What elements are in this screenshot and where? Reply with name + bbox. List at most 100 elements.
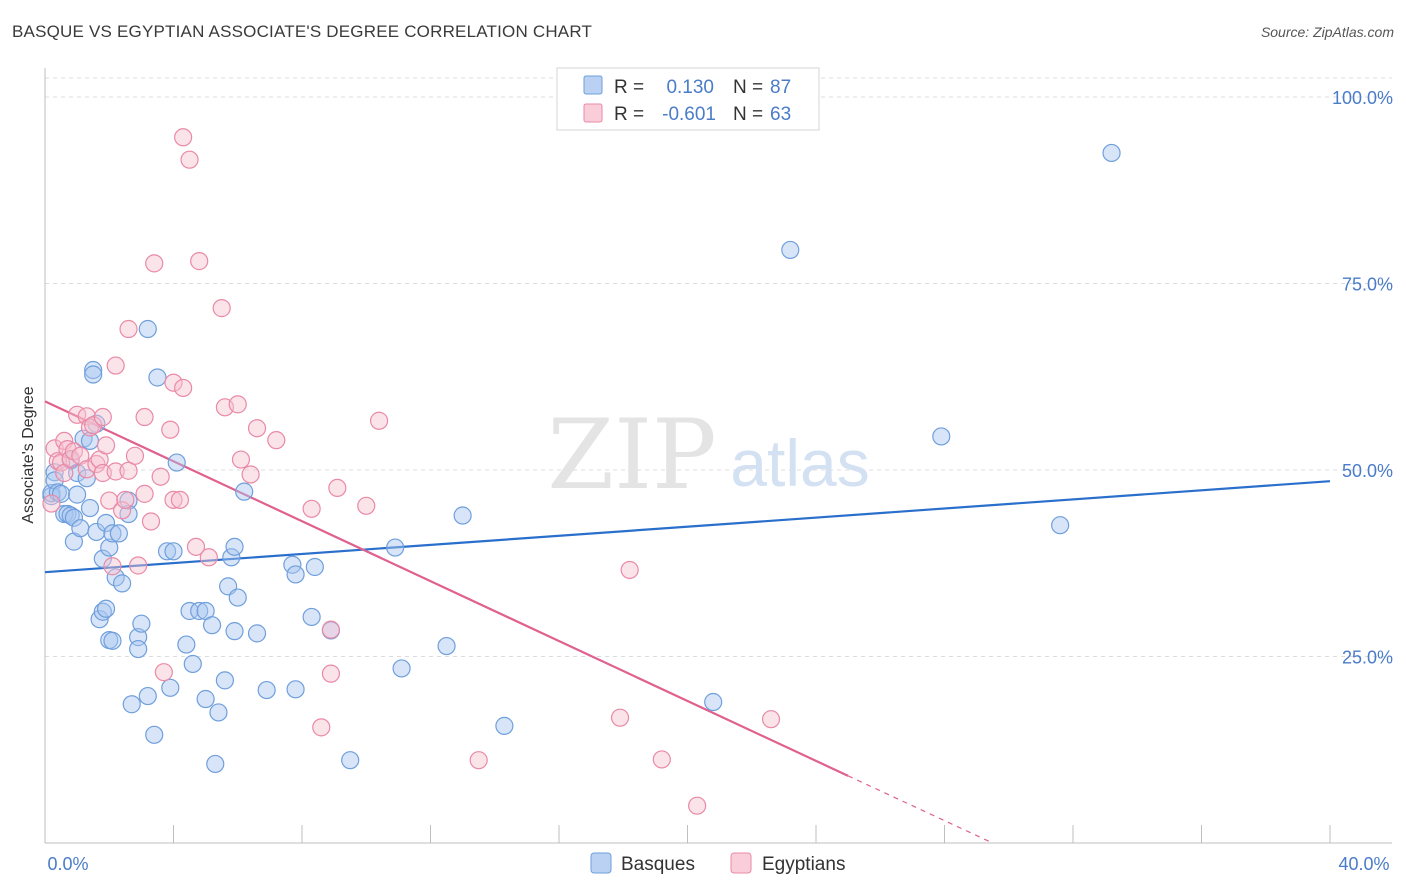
egyptian-point[interactable] — [302, 499, 321, 518]
basque-point[interactable] — [781, 240, 800, 260]
egyptian-point[interactable] — [312, 718, 331, 737]
egyptian-point[interactable] — [42, 494, 61, 513]
egyptian-point[interactable] — [135, 484, 154, 503]
egyptian-point[interactable] — [469, 751, 488, 770]
basque-point[interactable] — [228, 588, 247, 607]
basque-point[interactable] — [286, 680, 305, 699]
egyptian-point[interactable] — [174, 378, 193, 398]
basque-point[interactable] — [93, 549, 112, 568]
egyptian-point[interactable] — [151, 467, 170, 486]
basque-point[interactable] — [341, 751, 360, 770]
basque-point[interactable] — [129, 639, 148, 659]
basque-point[interactable] — [704, 692, 723, 712]
egyptian-point[interactable] — [241, 465, 260, 484]
egyptian-point[interactable] — [357, 496, 376, 515]
basque-point[interactable] — [96, 513, 116, 533]
egyptian-point[interactable] — [96, 436, 116, 455]
egyptian-point[interactable] — [106, 462, 125, 481]
egyptian-point[interactable] — [212, 299, 231, 318]
basque-point[interactable] — [148, 368, 167, 387]
egyptian-point[interactable] — [119, 319, 138, 339]
basque-point[interactable] — [122, 695, 141, 714]
basque-point[interactable] — [247, 624, 267, 643]
egyptian-point[interactable] — [164, 490, 183, 509]
egyptian-point[interactable] — [231, 450, 251, 469]
egyptian-point[interactable] — [170, 490, 190, 509]
egyptian-point[interactable] — [228, 395, 247, 414]
egyptian-point[interactable] — [267, 431, 286, 450]
egyptian-point[interactable] — [328, 478, 347, 498]
egyptian-point[interactable] — [164, 373, 183, 392]
egyptian-point[interactable] — [610, 708, 630, 727]
basque-point[interactable] — [96, 599, 116, 618]
basque-point[interactable] — [64, 508, 84, 527]
basque-point[interactable] — [1051, 516, 1070, 535]
egyptian-point[interactable] — [761, 710, 781, 729]
basque-point[interactable] — [286, 565, 305, 584]
basque-point[interactable] — [453, 506, 472, 525]
basque-point[interactable] — [932, 427, 951, 446]
egyptian-point[interactable] — [174, 128, 193, 147]
egyptian-point[interactable] — [321, 664, 341, 683]
basque-point[interactable] — [190, 601, 209, 621]
egyptian-point[interactable] — [154, 663, 173, 682]
basque-point[interactable] — [103, 524, 122, 543]
basque-point[interactable] — [257, 680, 276, 700]
basque-point[interactable] — [302, 607, 321, 627]
basque-point[interactable] — [1102, 143, 1121, 163]
basque-point[interactable] — [145, 725, 164, 744]
basque-point[interactable] — [80, 498, 100, 518]
basque-point[interactable] — [68, 485, 87, 504]
basque-point[interactable] — [305, 557, 324, 577]
basque-point[interactable] — [109, 524, 128, 543]
egyptian-point[interactable] — [112, 501, 132, 520]
egyptian-point[interactable] — [247, 419, 267, 438]
basque-point[interactable] — [71, 519, 90, 538]
egyptian-point[interactable] — [135, 407, 154, 427]
legend-swatch-egyptians[interactable] — [730, 852, 752, 874]
basque-point[interactable] — [222, 548, 241, 567]
basque-point[interactable] — [215, 671, 234, 690]
basque-point[interactable] — [495, 716, 514, 735]
basque-point[interactable] — [392, 659, 411, 678]
egyptian-point[interactable] — [620, 560, 639, 580]
basque-point[interactable] — [183, 654, 202, 674]
egyptian-point[interactable] — [103, 557, 122, 576]
egyptian-point[interactable] — [688, 796, 707, 815]
egyptian-point[interactable] — [161, 420, 180, 439]
basque-point[interactable] — [112, 574, 132, 593]
basque-point[interactable] — [164, 542, 183, 561]
basque-point[interactable] — [437, 636, 456, 656]
egyptian-point[interactable] — [116, 490, 135, 509]
basque-point[interactable] — [167, 453, 186, 472]
basque-point[interactable] — [132, 614, 151, 633]
legend-label-basques[interactable]: Basques — [621, 854, 695, 875]
egyptian-point[interactable] — [190, 252, 209, 271]
basque-point[interactable] — [100, 538, 119, 557]
basque-point[interactable] — [84, 360, 103, 380]
egyptian-point[interactable] — [106, 356, 125, 375]
basque-point[interactable] — [93, 602, 112, 621]
basque-point[interactable] — [225, 622, 244, 641]
basque-point[interactable] — [177, 635, 196, 654]
egyptian-point[interactable] — [68, 405, 87, 424]
egyptian-point[interactable] — [321, 620, 341, 639]
basque-point[interactable] — [103, 631, 122, 650]
basque-point[interactable] — [196, 689, 215, 709]
basque-point[interactable] — [386, 538, 405, 557]
egyptian-point[interactable] — [125, 446, 145, 465]
legend-label-egyptians[interactable]: Egyptians — [762, 854, 845, 875]
basque-point[interactable] — [61, 506, 80, 525]
egyptian-point[interactable] — [129, 556, 148, 575]
legend-swatch-basques[interactable] — [590, 852, 612, 874]
basque-point[interactable] — [209, 703, 228, 722]
egyptian-point[interactable] — [77, 407, 96, 426]
basque-point[interactable] — [157, 542, 177, 561]
basque-point[interactable] — [202, 616, 222, 635]
egyptian-point[interactable] — [141, 512, 161, 531]
egyptian-point[interactable] — [199, 548, 218, 567]
basque-point[interactable] — [206, 754, 225, 774]
egyptian-point[interactable] — [93, 407, 112, 427]
egyptian-point[interactable] — [145, 254, 164, 273]
egyptian-point[interactable] — [186, 537, 206, 556]
